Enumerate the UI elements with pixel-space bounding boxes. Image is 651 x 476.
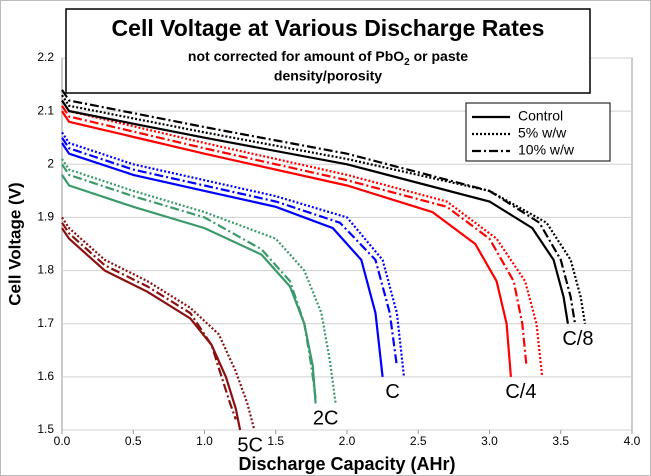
y-tick-label: 1.6	[37, 369, 54, 383]
voltage-line	[61, 163, 317, 399]
y-tick-label: 1.9	[37, 210, 54, 224]
voltage-line	[61, 131, 406, 378]
x-tick-label: 2.0	[339, 434, 356, 448]
chart-title: Cell Voltage at Various Discharge Rates	[112, 15, 545, 41]
voltage-line	[61, 89, 577, 324]
y-axis-title: Cell Voltage (V)	[5, 182, 24, 305]
x-tick-label: 1.5	[267, 434, 284, 448]
subtitle: not corrected for amount of PbO2 or past…	[188, 48, 468, 68]
y-tick-label: 2	[47, 156, 54, 170]
y-tick-label: 1.8	[37, 263, 54, 277]
voltage-line	[61, 99, 569, 324]
lines	[61, 89, 587, 431]
subtitle-part: or paste	[410, 48, 469, 64]
x-tick-label: 3.0	[481, 434, 498, 448]
x-tick-label: 3.5	[552, 434, 569, 448]
y-tick-label: 1.5	[37, 422, 54, 436]
x-tick-label: 1.0	[196, 434, 213, 448]
title-box	[65, 8, 591, 94]
group-label: 2C	[313, 408, 339, 430]
voltage-line	[61, 99, 544, 378]
voltage-line	[61, 110, 512, 377]
x-tick-label: 2.5	[410, 434, 427, 448]
x-axis-title: Discharge Capacity (AHr)	[238, 454, 455, 474]
x-tick-label: 0.0	[54, 434, 71, 448]
voltage-line	[61, 105, 528, 367]
voltage-line	[61, 222, 237, 420]
y-tick-label: 2.1	[37, 103, 54, 117]
voltage-line	[61, 142, 384, 378]
x-tick-label: 4.0	[624, 434, 641, 448]
group-label: C	[385, 381, 399, 403]
voltage-line	[61, 227, 242, 431]
x-tick-label: 0.5	[125, 434, 142, 448]
y-tick-label: 1.7	[37, 316, 54, 330]
subtitle-subscript: 2	[404, 57, 410, 68]
group-label: 5C	[237, 434, 263, 456]
voltage-line	[61, 216, 256, 431]
legend-label: Control	[518, 108, 563, 124]
group-label: C/4	[505, 381, 536, 403]
group-label: C/8	[562, 328, 593, 350]
legend-label: 5% w/w	[518, 125, 567, 141]
subtitle-line: density/porosity	[274, 68, 382, 84]
y-tick-label: 2.2	[37, 50, 54, 64]
legend-label: 10% w/w	[518, 142, 575, 158]
voltage-line	[61, 137, 398, 367]
subtitle-part: not corrected for amount of PbO	[188, 48, 404, 64]
